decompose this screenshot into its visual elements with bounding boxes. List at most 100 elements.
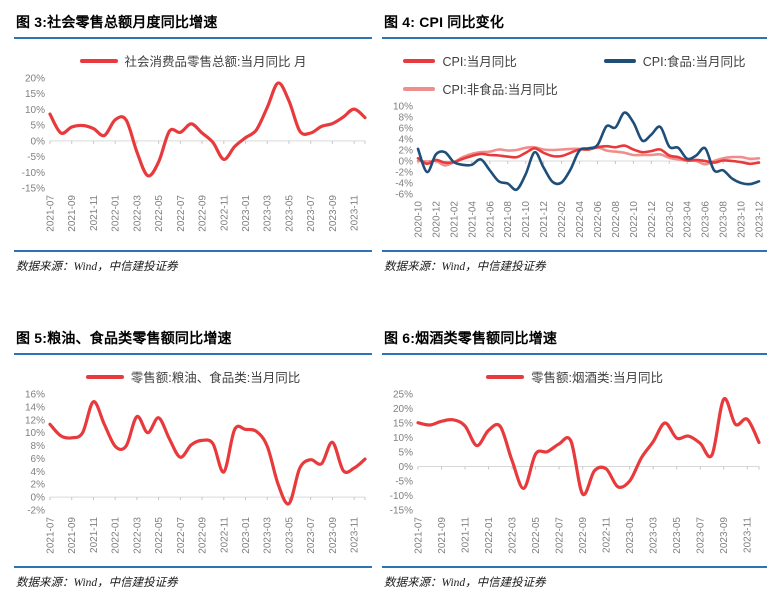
title-divider bbox=[382, 353, 767, 355]
legend-item: CPI:当月同比 bbox=[403, 51, 517, 70]
x-tick-label: 2023-03 bbox=[263, 195, 274, 232]
y-tick-label: -15% bbox=[22, 184, 45, 195]
x-tick-label: 2022-11 bbox=[219, 195, 230, 231]
legend-item: CPI:食品:当月同比 bbox=[603, 51, 746, 70]
tobacco-alcohol-line-chart: 25% 20% 15% 10% 5% 0% -5% -10% -15%2021-07 2021-0… bbox=[390, 390, 761, 554]
legend-swatch-line bbox=[79, 58, 118, 63]
x-tick-label: 2023-05 bbox=[284, 517, 295, 554]
y-tick-label: -5% bbox=[27, 152, 45, 163]
figure-title: 图 6:烟酒类零售额同比增速 bbox=[384, 330, 558, 346]
x-tick-label: 2023-03 bbox=[263, 517, 274, 554]
x-tick-label: 2021-09 bbox=[67, 195, 78, 232]
data-source: 数据来源：Wind，中信建投证券 bbox=[384, 577, 546, 589]
x-tick-label: 2022-01 bbox=[484, 517, 495, 554]
y-tick-label: 25% bbox=[393, 390, 413, 401]
legend-swatch-line bbox=[85, 374, 124, 379]
cpi-line-chart: 10%8%6%4%2%0%-2%-4%-6%2020-10 2020-12 2021… bbox=[393, 102, 766, 238]
x-tick-label: 2022-09 bbox=[578, 517, 589, 554]
x-tick-label: 2022-05 bbox=[154, 195, 165, 232]
x-tick-label: 2021-11 bbox=[461, 517, 472, 553]
series-line bbox=[416, 397, 761, 497]
x-tick-label: 2023-09 bbox=[328, 517, 339, 554]
y-tick-label: -6% bbox=[395, 190, 413, 201]
x-tick-label: 2021-02 bbox=[449, 201, 460, 238]
x-tick-label: 2022-07 bbox=[555, 517, 566, 554]
legend-label: CPI:非食品:当月同比 bbox=[442, 83, 558, 97]
grain-food-line-chart: 16%14% 12% 10% 8% 6% 4% 2% 0% -2%2021-07 2021-09 2… bbox=[25, 390, 367, 554]
x-tick-label: 2023-09 bbox=[328, 195, 339, 232]
figure-title: 图 4: CPI 同比变化 bbox=[384, 14, 505, 30]
x-tick-label: 2022-04 bbox=[575, 201, 586, 238]
x-tick-label: 2023-11 bbox=[350, 517, 361, 553]
x-tick-label: 2023-01 bbox=[625, 517, 636, 554]
y-tick-label: 2% bbox=[399, 146, 414, 157]
y-tick-label: 0% bbox=[31, 136, 46, 147]
x-tick-label: 2021-10 bbox=[521, 201, 532, 238]
x-tick-label: 2020-12 bbox=[431, 201, 442, 238]
x-tick-label: 2022-03 bbox=[132, 195, 143, 232]
y-tick-label: 0% bbox=[399, 462, 414, 473]
title-divider bbox=[382, 37, 767, 39]
x-tick-label: 2022-03 bbox=[132, 517, 143, 554]
y-tick-label: 20% bbox=[393, 404, 413, 415]
legend-label: 零售额:烟酒类:当月同比 bbox=[531, 371, 663, 385]
legend-label: 社会消费品零售总额:当月同比 月 bbox=[124, 55, 307, 69]
y-tick-label: 0% bbox=[399, 157, 414, 168]
x-tick-label: 2023-01 bbox=[241, 517, 252, 554]
x-tick-label: 2021-07 bbox=[46, 195, 57, 232]
chart-legend: 社会消费品零售总额:当月同比 月 bbox=[14, 51, 372, 70]
x-tick-label: 2023-07 bbox=[306, 517, 317, 554]
x-tick-label: 2023-01 bbox=[241, 195, 252, 232]
figure-tobacco-alcohol-retail: 图 6:烟酒类零售额同比增速 零售额:烟酒类:当月同比 25% 20% 15% 10%… bbox=[382, 326, 767, 592]
y-tick-label: 5% bbox=[399, 448, 414, 459]
x-tick-label: 2021-08 bbox=[503, 201, 514, 238]
x-tick-label: 2022-07 bbox=[176, 517, 187, 554]
x-tick-label: 2022-08 bbox=[611, 201, 622, 238]
y-tick-label: 2% bbox=[31, 480, 46, 491]
figure-title: 图 5:粮油、食品类零售额同比增速 bbox=[16, 330, 232, 346]
data-source: 数据来源：Wind，中信建投证券 bbox=[16, 261, 178, 273]
y-tick-label: 12% bbox=[25, 415, 45, 426]
legend-label: 零售额:粮油、食品类:当月同比 bbox=[130, 371, 301, 385]
bottom-divider bbox=[14, 566, 372, 568]
x-tick-label: 2022-01 bbox=[111, 517, 122, 554]
x-tick-label: 2022-03 bbox=[508, 517, 519, 554]
y-tick-label: 0% bbox=[31, 493, 46, 504]
legend-item: 零售额:烟酒类:当月同比 bbox=[486, 367, 663, 386]
legend-label: CPI:食品:当月同比 bbox=[642, 55, 746, 69]
x-tick-label: 2021-09 bbox=[67, 517, 78, 554]
x-tick-label: 2022-05 bbox=[531, 517, 542, 554]
x-tick-label: 2023-12 bbox=[755, 201, 766, 238]
x-tick-label: 2022-07 bbox=[176, 195, 187, 232]
data-source: 数据来源：Wind，中信建投证券 bbox=[384, 261, 546, 273]
x-tick-label: 2023-04 bbox=[683, 201, 694, 238]
figure-cpi: 图 4: CPI 同比变化 CPI:当月同比 CPI:食品:当月同比 CPI:非食品… bbox=[382, 10, 767, 276]
series-line bbox=[48, 400, 367, 506]
series-line bbox=[48, 81, 367, 178]
bottom-divider bbox=[382, 566, 767, 568]
y-tick-label: 14% bbox=[25, 402, 45, 413]
x-tick-label: 2023-05 bbox=[672, 517, 683, 554]
y-tick-label: 15% bbox=[25, 89, 45, 100]
y-tick-label: 8% bbox=[31, 441, 46, 452]
title-divider bbox=[14, 353, 372, 355]
y-tick-label: -10% bbox=[22, 168, 45, 179]
y-tick-label: -2% bbox=[27, 506, 45, 517]
x-tick-label: 2022-12 bbox=[647, 201, 658, 238]
y-tick-label: 5% bbox=[31, 121, 46, 132]
chart-legend: 零售额:粮油、食品类:当月同比 bbox=[14, 367, 372, 386]
x-tick-label: 2021-07 bbox=[414, 517, 425, 554]
x-tick-label: 2023-02 bbox=[665, 201, 676, 238]
x-tick-label: 2021-12 bbox=[539, 201, 550, 238]
figure-retail-total: 图 3:社会零售总额月度同比增速 社会消费品零售总额:当月同比 月 20% 15%… bbox=[14, 10, 372, 276]
x-tick-label: 2021-07 bbox=[46, 517, 57, 554]
figure-title: 图 3:社会零售总额月度同比增速 bbox=[16, 14, 218, 30]
x-tick-label: 2021-06 bbox=[485, 201, 496, 238]
retail-total-line-chart: 20% 15% 10% 5% 0% -5% -10% -15%2021-07 2021-09 20… bbox=[22, 74, 367, 232]
x-tick-label: 2023-07 bbox=[696, 517, 707, 554]
y-tick-label: -10% bbox=[390, 491, 413, 502]
y-tick-label: -4% bbox=[395, 179, 413, 190]
x-tick-label: 2023-07 bbox=[306, 195, 317, 232]
legend-swatch-line bbox=[603, 58, 636, 63]
x-tick-label: 2023-11 bbox=[350, 195, 361, 231]
